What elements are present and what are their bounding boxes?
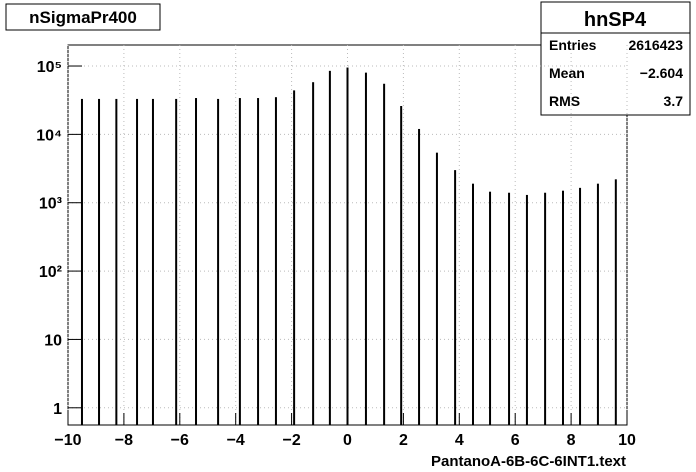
y-tick-label: 10⁵	[37, 59, 62, 76]
spike	[489, 191, 492, 425]
x-tick-label: 6	[511, 432, 520, 449]
title-box	[5, 3, 161, 31]
spike	[346, 67, 349, 426]
x-tick-label: 4	[455, 432, 464, 449]
spike	[80, 98, 83, 426]
x-axis-label: PantanoA-6B-6C-6INT1.text	[431, 453, 626, 470]
y-tick-label: 1	[53, 401, 62, 418]
spike	[151, 98, 154, 426]
spike	[614, 179, 617, 425]
x-tick-label: 10	[618, 432, 636, 449]
stats-box: hnSP4	[540, 1, 691, 116]
spike	[293, 90, 296, 426]
spike	[508, 192, 511, 425]
x-tick-label: 8	[567, 432, 576, 449]
y-tick-label: 10⁴	[36, 127, 62, 144]
x-tick-label: 0	[343, 432, 352, 449]
spike	[596, 183, 599, 425]
spike	[544, 192, 547, 425]
spike	[364, 72, 367, 425]
spike	[195, 98, 198, 426]
spike	[328, 70, 331, 425]
stats-title: hnSP4	[584, 9, 647, 31]
x-tick-label: −2	[282, 432, 300, 449]
spike	[561, 190, 564, 425]
x-tick-label: −10	[54, 432, 81, 449]
spike	[312, 82, 315, 425]
spike	[175, 98, 178, 426]
x-tick-label: −6	[171, 432, 189, 449]
stats-label: RMS	[549, 93, 580, 109]
stats-label: Entries	[549, 37, 597, 53]
stats-value: 3.7	[664, 93, 684, 109]
spike	[525, 194, 528, 425]
x-tick-label: −8	[115, 432, 133, 449]
spike	[217, 98, 220, 426]
y-tick-label: 10³	[39, 196, 62, 213]
spike	[238, 98, 241, 426]
stats-value: −2.604	[640, 65, 683, 81]
spike	[435, 152, 438, 425]
stats-label: Mean	[549, 65, 585, 81]
x-tick-label: −4	[227, 432, 245, 449]
spike	[98, 98, 101, 426]
y-tick-label: 10	[44, 332, 62, 349]
spike	[136, 98, 139, 426]
spike	[418, 128, 421, 425]
spike	[471, 183, 474, 425]
spike	[257, 98, 260, 426]
stats-value: 2616423	[628, 37, 683, 53]
spike	[274, 97, 277, 425]
spike	[115, 98, 118, 426]
chart-title: nSigmaPr400	[29, 8, 137, 27]
spike	[454, 170, 457, 425]
spike	[400, 106, 403, 425]
y-tick-label: 10²	[39, 264, 62, 281]
x-tick-label: 2	[399, 432, 408, 449]
spike	[579, 187, 582, 425]
spike	[383, 83, 386, 425]
stats-frame	[540, 1, 691, 116]
